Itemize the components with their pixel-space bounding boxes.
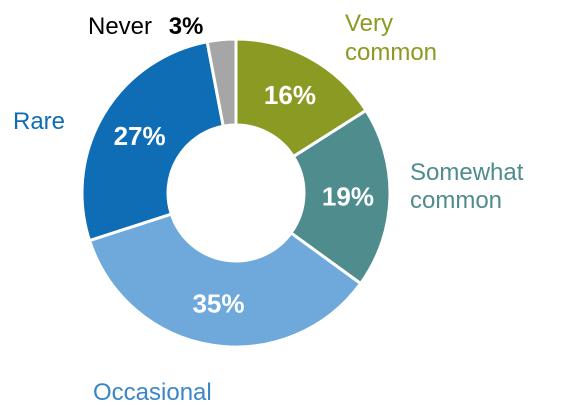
slice-value-label-0: 16% — [264, 80, 316, 110]
donut-slice-4 — [205, 37, 238, 128]
category-label-occasional: Occasional — [93, 379, 212, 406]
donut-slice-2 — [88, 212, 363, 349]
slice-value-label-2: 35% — [192, 289, 244, 319]
donut-slices — [80, 37, 392, 349]
never-value-label: 3% — [169, 13, 204, 40]
donut-slice-1 — [289, 108, 392, 286]
donut-slice-0 — [234, 37, 368, 159]
category-label-never: Never 3% — [88, 13, 203, 40]
slice-value-label-1: 19% — [322, 182, 374, 212]
slice-value-labels: 16% 19% 35% 27% — [114, 80, 374, 319]
slice-value-label-3: 27% — [114, 121, 166, 151]
donut-slice-3 — [80, 40, 225, 243]
category-label-rare: Rare — [13, 108, 65, 135]
category-label-somewhat-common: Somewhat common — [410, 159, 530, 214]
category-label-very-common: Very common — [345, 10, 437, 66]
